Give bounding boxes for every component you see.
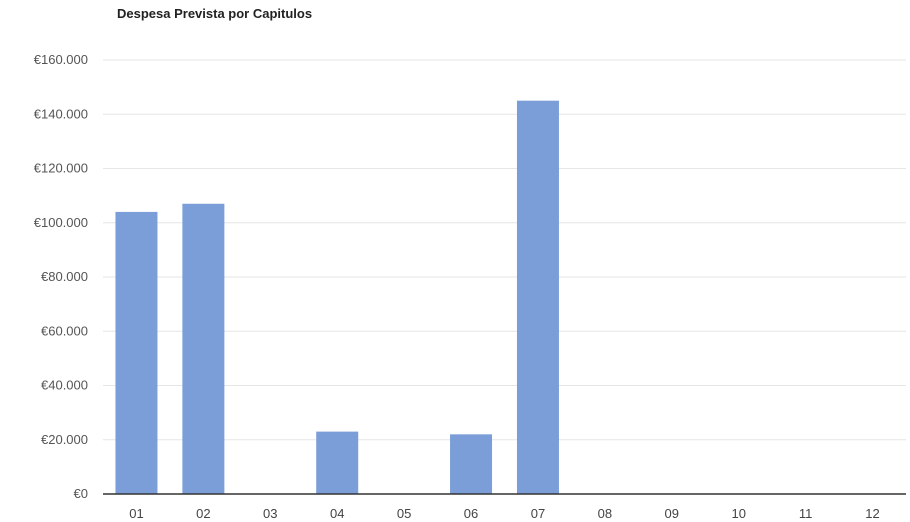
x-tick-label: 07 bbox=[531, 506, 545, 521]
y-tick-label: €120.000 bbox=[34, 161, 88, 176]
bar-04 bbox=[316, 431, 359, 494]
x-tick-label: 03 bbox=[263, 506, 277, 521]
x-tick-label: 01 bbox=[129, 506, 143, 521]
x-tick-label: 06 bbox=[464, 506, 478, 521]
y-tick-label: €20.000 bbox=[41, 432, 88, 447]
x-tick-label: 04 bbox=[330, 506, 344, 521]
y-tick-label: €40.000 bbox=[41, 378, 88, 393]
y-tick-label: €60.000 bbox=[41, 323, 88, 338]
y-tick-label: €160.000 bbox=[34, 52, 88, 67]
y-axis-ticks: €0 €20.000 €40.000 €60.000 €80.000 €100.000 €1… bbox=[34, 52, 88, 501]
x-axis-ticks: 01 02 03 04 05 06 07 08 09 10 11 12 bbox=[129, 506, 880, 521]
bars bbox=[115, 100, 559, 494]
chart-title: Despesa Prevista por Capitulos bbox=[117, 6, 313, 21]
bar-07 bbox=[516, 100, 559, 494]
x-tick-label: 12 bbox=[865, 506, 879, 521]
bar-02 bbox=[182, 203, 225, 494]
y-tick-label: €80.000 bbox=[41, 269, 88, 284]
bar-01 bbox=[115, 211, 158, 494]
x-tick-label: 11 bbox=[799, 506, 813, 521]
y-tick-label: €0 bbox=[74, 486, 88, 501]
grid-lines bbox=[103, 59, 906, 441]
x-tick-label: 10 bbox=[731, 506, 745, 521]
y-tick-label: €100.000 bbox=[34, 215, 88, 230]
y-tick-label: €140.000 bbox=[34, 106, 88, 121]
x-tick-label: 08 bbox=[598, 506, 612, 521]
x-tick-label: 02 bbox=[196, 506, 210, 521]
x-tick-label: 09 bbox=[665, 506, 679, 521]
bar-06 bbox=[450, 434, 493, 494]
x-tick-label: 05 bbox=[397, 506, 411, 521]
